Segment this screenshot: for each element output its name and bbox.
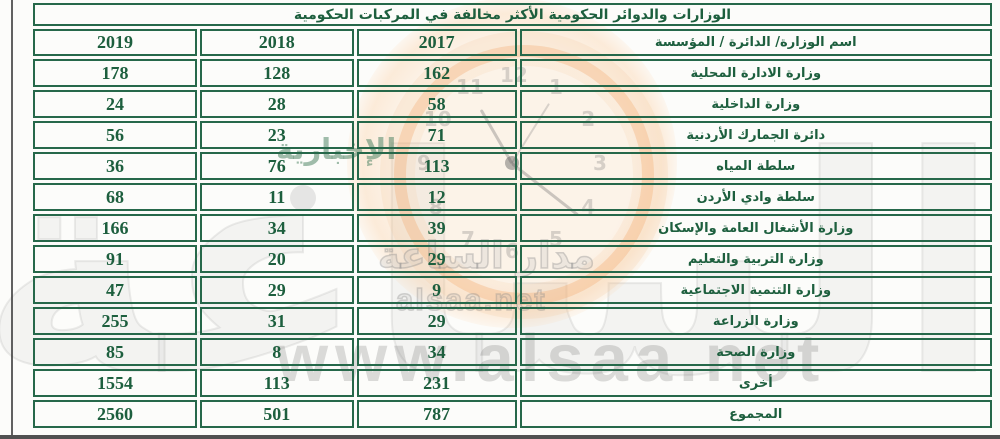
value-2017-cell: 113 <box>356 152 517 180</box>
value-2019-cell: 1554 <box>33 369 197 397</box>
value-2019-cell: 68 <box>33 183 197 211</box>
value-2018-cell: 113 <box>199 369 354 397</box>
ministry-name-cell: وزارة الأشغال العامة والإسكان <box>519 214 992 242</box>
column-header-2018: 2018 <box>199 29 354 56</box>
ministry-name-cell: سلطة المياه <box>519 152 992 180</box>
value-2018-cell: 128 <box>199 59 354 87</box>
table-row: وزارة الادارة المحلية 162 128 178 <box>33 59 992 87</box>
value-2018-cell: 11 <box>199 183 354 211</box>
value-2017-cell: 29 <box>356 307 517 335</box>
value-2018-cell: 31 <box>199 307 354 335</box>
value-2017-cell: 9 <box>356 276 517 304</box>
table-row: المجموع 787 501 2560 <box>33 400 992 428</box>
value-2017-cell: 162 <box>356 59 517 87</box>
violations-table: الوزارات والدوائر الحكومية الأكثر مخالفة… <box>30 0 995 431</box>
ministry-name-cell: سلطة وادي الأردن <box>519 183 992 211</box>
table-title: الوزارات والدوائر الحكومية الأكثر مخالفة… <box>33 3 992 26</box>
table-row: وزارة التربية والتعليم 29 20 91 <box>33 245 992 273</box>
ministry-name-cell: وزارة التنمية الاجتماعية <box>519 276 992 304</box>
ministry-name-cell: دائرة الجمارك الأردنية <box>519 121 992 149</box>
value-2018-cell: 20 <box>199 245 354 273</box>
title-row: الوزارات والدوائر الحكومية الأكثر مخالفة… <box>33 3 992 26</box>
table-row: وزارة التنمية الاجتماعية 9 29 47 <box>33 276 992 304</box>
table-row: وزارة الصحة 34 8 85 <box>33 338 992 366</box>
table-row: وزارة الأشغال العامة والإسكان 39 34 166 <box>33 214 992 242</box>
value-2017-cell: 29 <box>356 245 517 273</box>
value-2018-cell: 29 <box>199 276 354 304</box>
table-row: سلطة وادي الأردن 12 11 68 <box>33 183 992 211</box>
value-2018-cell: 34 <box>199 214 354 242</box>
value-2019-cell: 91 <box>33 245 197 273</box>
value-2019-cell: 85 <box>33 338 197 366</box>
value-2018-cell: 8 <box>199 338 354 366</box>
value-2019-cell: 178 <box>33 59 197 87</box>
value-2017-cell: 12 <box>356 183 517 211</box>
column-header-2019: 2019 <box>33 29 197 56</box>
table-row: سلطة المياه 113 76 36 <box>33 152 992 180</box>
table-row: وزارة الزراعة 29 31 255 <box>33 307 992 335</box>
value-2017-cell: 71 <box>356 121 517 149</box>
ministry-name-cell: المجموع <box>519 400 992 428</box>
value-2017-cell: 787 <box>356 400 517 428</box>
bottom-edge-line <box>0 435 1000 439</box>
column-header-2017: 2017 <box>356 29 517 56</box>
value-2018-cell: 28 <box>199 90 354 118</box>
value-2019-cell: 47 <box>33 276 197 304</box>
ministry-name-cell: وزارة الادارة المحلية <box>519 59 992 87</box>
value-2018-cell: 501 <box>199 400 354 428</box>
value-2017-cell: 34 <box>356 338 517 366</box>
value-2017-cell: 231 <box>356 369 517 397</box>
value-2018-cell: 23 <box>199 121 354 149</box>
value-2019-cell: 2560 <box>33 400 197 428</box>
table-row: أخرى 231 113 1554 <box>33 369 992 397</box>
ministry-name-cell: وزارة التربية والتعليم <box>519 245 992 273</box>
ministry-name-cell: وزارة الداخلية <box>519 90 992 118</box>
table-row: وزارة الداخلية 58 28 24 <box>33 90 992 118</box>
ministry-name-cell: وزارة الصحة <box>519 338 992 366</box>
ministry-name-cell: أخرى <box>519 369 992 397</box>
value-2019-cell: 24 <box>33 90 197 118</box>
left-edge-line <box>11 0 13 436</box>
ministry-name-cell: وزارة الزراعة <box>519 307 992 335</box>
table-row: دائرة الجمارك الأردنية 71 23 56 <box>33 121 992 149</box>
header-row: اسم الوزارة/ الدائرة / المؤسسة 2017 2018… <box>33 29 992 56</box>
value-2019-cell: 36 <box>33 152 197 180</box>
column-header-name: اسم الوزارة/ الدائرة / المؤسسة <box>519 29 992 56</box>
value-2019-cell: 255 <box>33 307 197 335</box>
value-2019-cell: 166 <box>33 214 197 242</box>
value-2017-cell: 39 <box>356 214 517 242</box>
value-2019-cell: 56 <box>33 121 197 149</box>
value-2018-cell: 76 <box>199 152 354 180</box>
value-2017-cell: 58 <box>356 90 517 118</box>
